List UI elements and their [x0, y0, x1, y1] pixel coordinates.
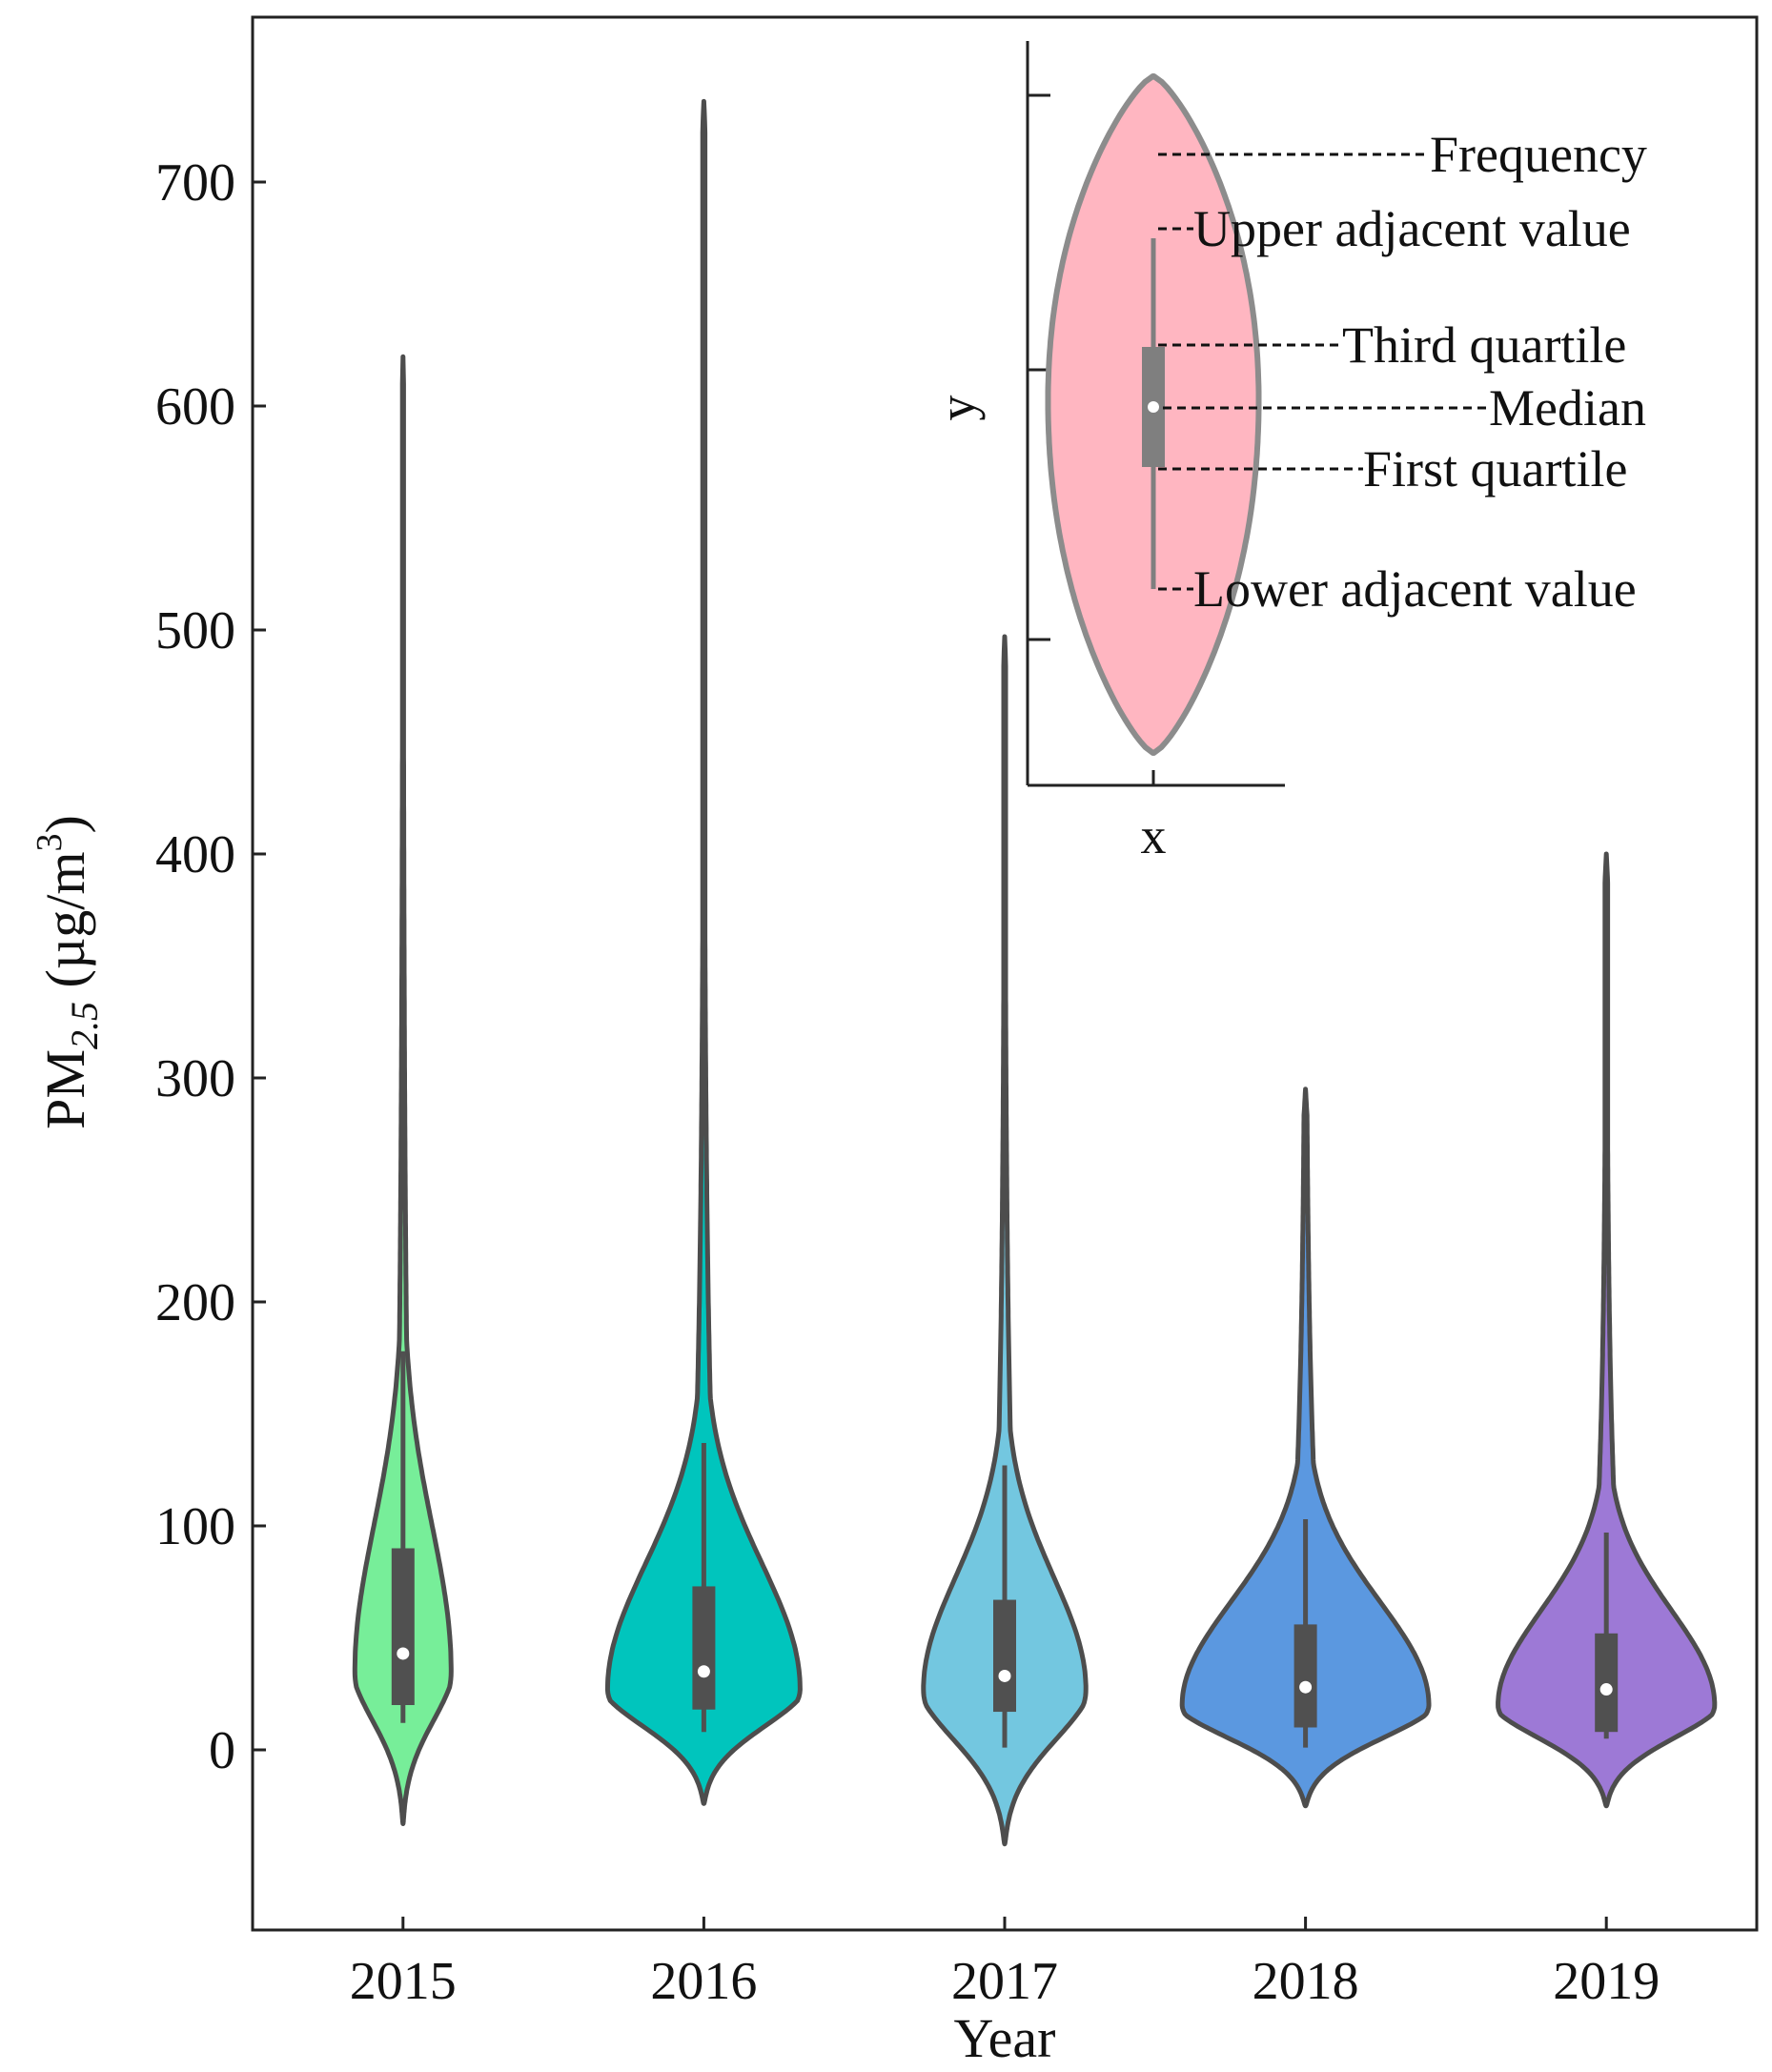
inset-y-label: y	[928, 396, 986, 421]
x-tick-label: 2015	[350, 1952, 457, 2011]
y-tick-label: 400	[155, 825, 235, 884]
y-tick-label: 500	[155, 601, 235, 660]
inset-x-label: x	[1141, 807, 1167, 864]
violin-body	[1496, 851, 1718, 1809]
annotation-label: Lower adjacent value	[1193, 560, 1637, 618]
y-tick-label: 200	[155, 1273, 235, 1332]
median-dot	[1599, 1683, 1613, 1696]
iqr-box	[692, 1586, 716, 1710]
iqr-box	[391, 1548, 415, 1705]
y-tick-label: 100	[155, 1497, 235, 1556]
annotation-label: Upper adjacent value	[1193, 200, 1631, 257]
x-tick-label: 2019	[1553, 1952, 1660, 2011]
main-plot: 0 100 200 300 400 500 600 700 2015 2016 2017 2018 20…	[155, 15, 1759, 2011]
violin-body	[921, 634, 1089, 1847]
annotation-label: Frequency	[1430, 126, 1647, 183]
y-axis-title: PM2.5 (µg/m3)	[30, 815, 106, 1129]
x-tick-label: 2017	[951, 1952, 1058, 2011]
violin-2019	[1496, 851, 1718, 1809]
violin-body	[352, 354, 454, 1826]
violin-body	[604, 98, 803, 1806]
y-tick-label: 0	[209, 1721, 235, 1780]
violin-body	[1179, 1087, 1432, 1809]
axis-titles: Year PM2.5 (µg/m3)	[30, 815, 1055, 2069]
annotation-label: Median	[1489, 379, 1646, 437]
x-tick-label: 2018	[1253, 1952, 1359, 2011]
y-tick-label: 700	[155, 153, 235, 213]
median-dot	[1299, 1680, 1313, 1694]
iqr-box	[993, 1599, 1016, 1713]
inset-median-dot	[1148, 401, 1159, 413]
iqr-box	[1293, 1624, 1317, 1728]
violin-2017	[921, 634, 1089, 1847]
x-axis-title: Year	[954, 2007, 1056, 2069]
inset-legend-diagram: x y Frequency Upper adjacent value Third qua…	[928, 41, 1647, 864]
median-dot	[697, 1665, 710, 1678]
y-tick-label: 600	[155, 377, 235, 437]
violin-2015	[352, 354, 454, 1826]
annotation-label: First quartile	[1363, 440, 1627, 498]
iqr-box	[1595, 1633, 1619, 1733]
violin-2018	[1179, 1087, 1432, 1809]
median-dot	[397, 1647, 410, 1660]
annotation-label: Third quartile	[1342, 316, 1626, 374]
x-tick-label: 2016	[650, 1952, 757, 2011]
y-tick-label: 300	[155, 1049, 235, 1108]
violin-2016	[604, 98, 803, 1806]
median-dot	[998, 1669, 1011, 1682]
